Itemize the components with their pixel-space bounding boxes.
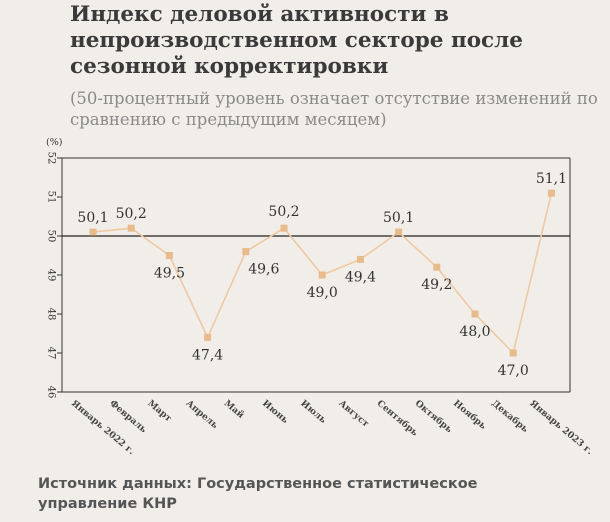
y-axis-ticks: 46 47 48 49 50 51 52 (46, 152, 62, 399)
x-tick-label: Август (336, 399, 370, 430)
y-tick-label: 49 (46, 269, 57, 282)
y-tick-label: 52 (46, 152, 57, 165)
y-tick-label: 50 (46, 230, 57, 243)
chart-title: Индекс деловой активности в непроизводст… (70, 2, 523, 79)
x-tick-label: Май (222, 398, 247, 421)
data-point (509, 349, 517, 357)
data-label: 48,0 (459, 324, 490, 340)
data-point (395, 228, 403, 236)
data-label: 49,2 (421, 277, 452, 293)
data-label: 50,1 (77, 210, 108, 226)
data-label: 49,6 (248, 262, 279, 278)
data-label: 50,1 (383, 210, 414, 226)
data-label: 51,1 (536, 171, 567, 187)
data-point (356, 255, 364, 263)
data-point (318, 271, 326, 279)
data-point (433, 263, 441, 271)
data-point (280, 224, 288, 232)
data-label: 49,4 (345, 269, 376, 285)
data-label: 47,4 (192, 347, 223, 363)
x-tick-label: Ноябрь (451, 398, 488, 432)
x-tick-label: Июнь (260, 399, 290, 426)
data-point (204, 333, 212, 341)
x-tick-label: Июль (298, 399, 328, 426)
data-point (471, 310, 479, 318)
y-tick-label: 48 (46, 308, 57, 321)
x-tick-label: Март (145, 399, 173, 425)
data-source-note: Источник данных: Государственное статист… (38, 476, 478, 512)
data-label: 47,0 (498, 363, 529, 379)
y-tick-label: 46 (46, 386, 57, 399)
y-tick-label: 47 (46, 347, 57, 360)
x-tick-label: Январь 2022 г. (69, 399, 136, 457)
x-tick-label: Январь 2023 г. (527, 399, 594, 457)
data-label: 50,2 (268, 204, 299, 220)
data-label: 49,0 (307, 285, 338, 301)
data-point (127, 224, 135, 232)
chart-subtitle: (50-процентный уровень означает отсутств… (70, 89, 598, 129)
x-tick-label: Декабрь (489, 398, 530, 435)
y-axis-unit-label: (%) (46, 137, 62, 148)
data-point (242, 248, 250, 256)
data-point (89, 228, 97, 236)
data-series (89, 189, 555, 357)
data-labels: 50,1 50,2 49,5 47,4 49,6 50,2 49,0 49,4 50,1 49,2… (77, 171, 567, 379)
data-point (547, 189, 555, 197)
chart-axes: (%) (46, 137, 571, 393)
x-tick-label: Апрель (184, 399, 220, 431)
data-point (165, 252, 173, 259)
x-tick-label: Сентябрь (375, 398, 420, 439)
data-label: 50,2 (116, 206, 147, 222)
y-tick-label: 51 (46, 191, 57, 204)
data-label: 49,5 (154, 266, 185, 282)
